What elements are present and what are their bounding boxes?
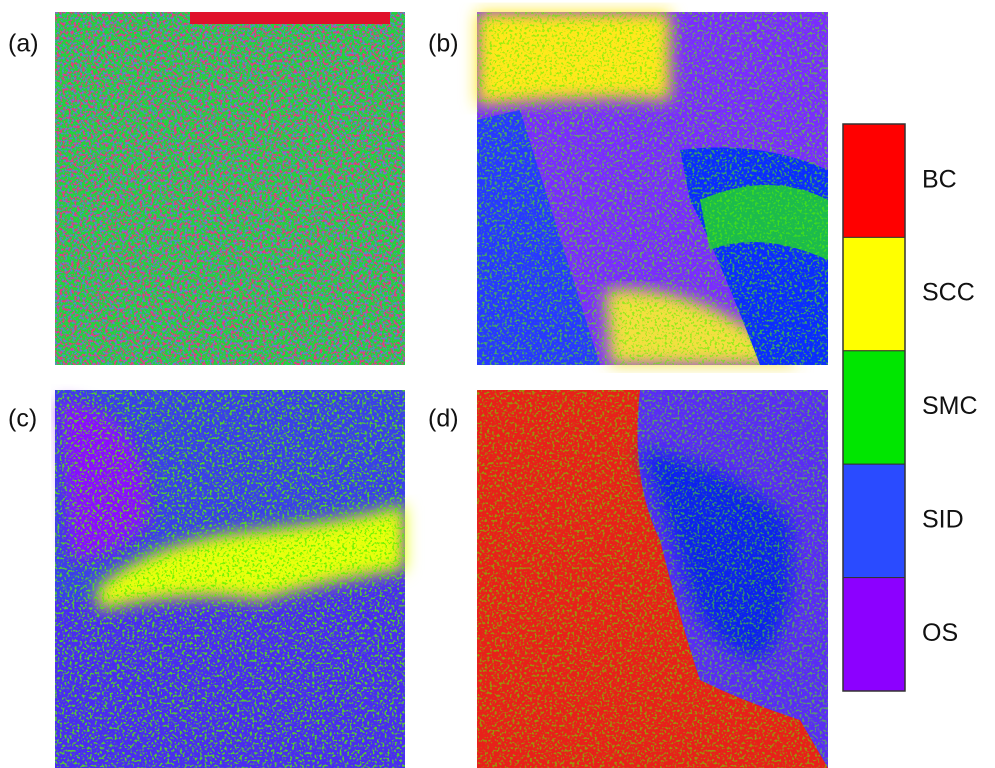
panel-label: (a) <box>8 30 39 58</box>
legend-label: SCC <box>922 279 975 307</box>
legend-label: BC <box>922 165 957 193</box>
figure: (a) (b) (c) (d) BC SCC SMC SID OS <box>0 0 995 768</box>
legend-label: SID <box>922 506 964 534</box>
legend-label: OS <box>922 619 958 647</box>
panel-d <box>477 390 828 768</box>
panel-a <box>55 12 405 365</box>
legend-swatch <box>843 124 905 237</box>
legend-swatch <box>843 237 905 350</box>
legend-swatch <box>843 351 905 464</box>
panel-label: (d) <box>428 405 459 433</box>
legend: BC SCC SMC SID OS <box>843 124 978 691</box>
legend-label: SMC <box>922 392 978 420</box>
panel-label: (b) <box>428 30 459 58</box>
panel-c <box>55 390 405 768</box>
legend-swatch <box>843 464 905 577</box>
panel-b <box>477 12 828 365</box>
legend-swatch <box>843 578 905 691</box>
panel-label: (c) <box>8 405 37 433</box>
